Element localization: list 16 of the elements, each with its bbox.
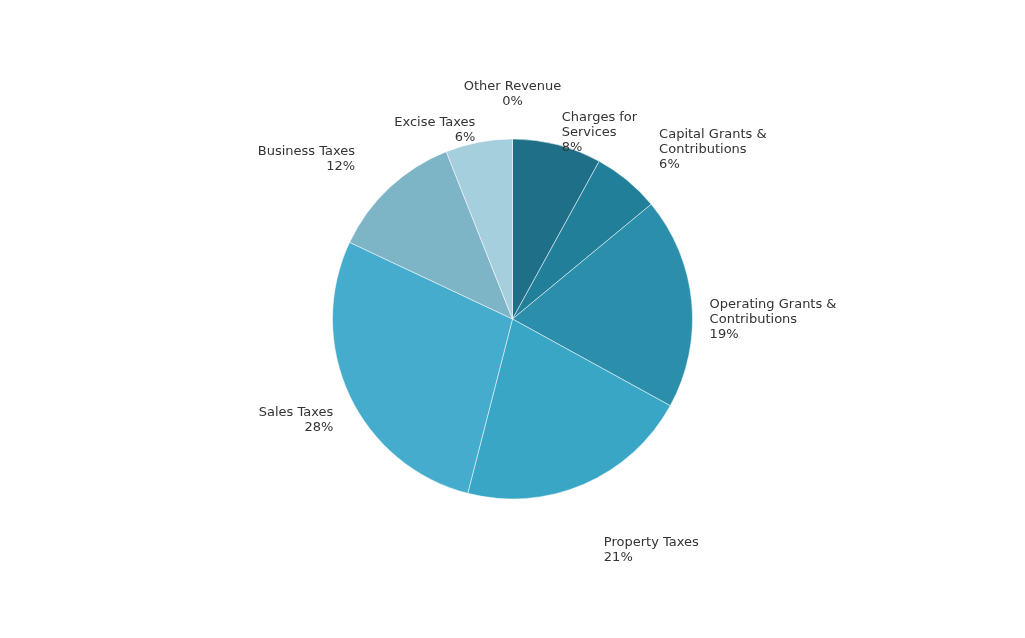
data-label: 8% <box>561 138 583 154</box>
slice-label: Sales Taxes <box>258 403 334 419</box>
data-label: 6% <box>454 128 476 144</box>
slice-label: Business Taxes <box>257 142 356 158</box>
category-label: Other Revenue <box>463 78 562 93</box>
slice-label: Charges for Services <box>561 108 638 139</box>
data-label: 19% <box>709 325 739 341</box>
slice-label: Property Taxes <box>603 534 700 550</box>
data-label: 21% <box>603 549 633 565</box>
slice-label: Operating Grants & Contributions <box>709 295 837 326</box>
slice-label: Excise Taxes <box>394 113 476 129</box>
slice-label: Capital Grants & Contributions <box>659 126 767 157</box>
data-label: 12% <box>326 157 356 173</box>
data-label: 6% <box>659 156 680 172</box>
data-label: 28% <box>304 418 334 434</box>
text: 0% <box>502 93 523 108</box>
